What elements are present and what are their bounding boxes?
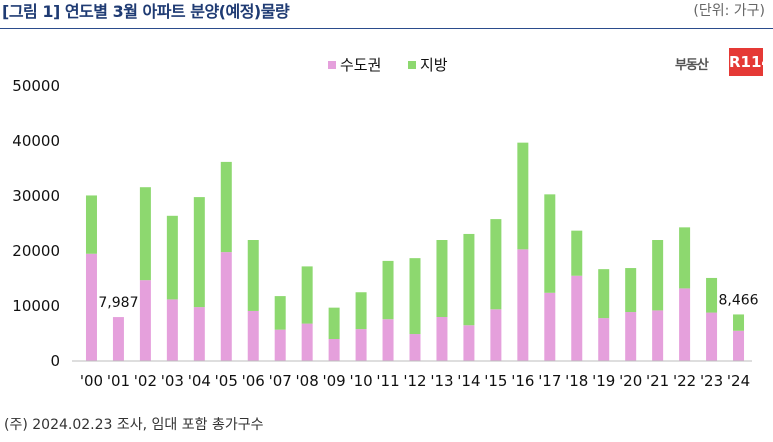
bar-regional bbox=[436, 240, 448, 317]
bar-regional bbox=[625, 268, 637, 313]
x-tick-label: '06 bbox=[242, 372, 265, 390]
chart-title: [그림 1] 연도별 3월 아파트 분양(예정)물량 bbox=[2, 2, 290, 21]
x-tick-label: '11 bbox=[376, 372, 399, 390]
bar-regional bbox=[463, 233, 475, 326]
bar-capital bbox=[328, 339, 340, 361]
data-label: 7,987 bbox=[98, 295, 138, 311]
bar-regional bbox=[409, 258, 421, 335]
bar-capital bbox=[85, 253, 97, 361]
x-tick-label: '02 bbox=[134, 372, 157, 390]
x-tick-label: '13 bbox=[430, 372, 453, 390]
bar-capital bbox=[517, 249, 529, 361]
x-tick-label: '21 bbox=[646, 372, 669, 390]
bar-capital bbox=[679, 288, 691, 361]
bar-regional bbox=[166, 215, 178, 300]
x-tick-label: '20 bbox=[619, 372, 642, 390]
bar-capital bbox=[571, 275, 583, 361]
footnote: (주) 2024.02.23 조사, 임대 포함 총가구수 bbox=[4, 417, 264, 433]
x-axis: '00'01'02'03'04'05'06'07'08'09'10'11'12 '… bbox=[72, 360, 752, 390]
bar-regional bbox=[679, 227, 691, 289]
bar-regional bbox=[517, 142, 529, 250]
bar-regional bbox=[382, 260, 394, 320]
bar-capital bbox=[247, 310, 259, 361]
x-tick-label: '08 bbox=[296, 372, 319, 390]
x-tick-label: '04 bbox=[188, 372, 211, 390]
bar-capital bbox=[706, 312, 718, 361]
x-tick-label: '16 bbox=[511, 372, 534, 390]
legend-swatch bbox=[328, 61, 336, 69]
x-tick-label: '07 bbox=[269, 372, 292, 390]
bar-capital bbox=[733, 330, 745, 361]
bar-capital bbox=[598, 318, 610, 361]
bar-capital bbox=[139, 280, 151, 361]
x-tick-label: '18 bbox=[565, 372, 588, 390]
bar-regional bbox=[598, 269, 610, 319]
bar-capital bbox=[652, 310, 664, 361]
brand-logo: 부동산 R114 bbox=[675, 48, 772, 78]
bar-regional bbox=[274, 296, 286, 330]
x-tick-label: '15 bbox=[484, 372, 507, 390]
bar-capital bbox=[544, 292, 556, 361]
bar-regional bbox=[706, 277, 718, 313]
bar-regional bbox=[220, 161, 232, 253]
bar-regional bbox=[139, 187, 151, 281]
bar-regional bbox=[652, 240, 664, 311]
bar-capital bbox=[490, 309, 502, 361]
unit-label: (단위: 가구) bbox=[693, 3, 765, 19]
y-tick-label: 20000 bbox=[12, 242, 60, 260]
y-tick-label: 50000 bbox=[12, 77, 60, 95]
bar-regional bbox=[571, 230, 583, 276]
bar-regional bbox=[247, 240, 259, 311]
y-tick-label: 0 bbox=[50, 352, 60, 370]
legend-swatch bbox=[408, 61, 416, 69]
bar-capital bbox=[301, 323, 313, 361]
legend-label: 수도권 bbox=[340, 56, 381, 74]
bar-capital bbox=[409, 334, 421, 361]
bar-regional bbox=[733, 314, 745, 331]
bar-capital bbox=[274, 329, 286, 361]
x-tick-label: '14 bbox=[457, 372, 480, 390]
x-tick-label: '03 bbox=[161, 372, 184, 390]
data-label: 8,466 bbox=[718, 292, 758, 308]
y-tick-label: 30000 bbox=[12, 187, 60, 205]
x-tick-label: '00 bbox=[80, 372, 103, 390]
bar-regional bbox=[85, 195, 97, 254]
x-tick-label: '09 bbox=[323, 372, 346, 390]
x-tick-label: '23 bbox=[700, 372, 723, 390]
bar-capital bbox=[625, 312, 637, 361]
title-divider bbox=[0, 28, 773, 29]
bar-capital bbox=[166, 299, 178, 361]
bar-regional bbox=[301, 266, 313, 324]
bar-regional bbox=[544, 194, 556, 293]
bar-regional bbox=[355, 292, 367, 330]
legend-label: 지방 bbox=[420, 56, 448, 74]
x-tick-label: '24 bbox=[727, 372, 750, 390]
bars bbox=[85, 142, 745, 361]
x-tick-label: '19 bbox=[592, 372, 615, 390]
data-labels: 7,987 8,466 bbox=[98, 292, 758, 311]
bar-regional bbox=[490, 219, 502, 310]
logo-text: 부동산 bbox=[675, 58, 709, 73]
bar-capital bbox=[463, 325, 475, 361]
bar-regional bbox=[193, 197, 205, 308]
bar-capital bbox=[193, 307, 205, 361]
chart-legend: 수도권 지방 bbox=[328, 56, 448, 74]
y-tick-label: 40000 bbox=[12, 132, 60, 150]
logo-box: R114 bbox=[729, 48, 772, 76]
x-tick-label: '12 bbox=[403, 372, 426, 390]
bar-capital bbox=[436, 317, 448, 361]
bar-regional bbox=[328, 307, 340, 339]
x-tick-label: '10 bbox=[349, 372, 372, 390]
bar-capital bbox=[382, 319, 394, 361]
x-tick-label: '05 bbox=[215, 372, 238, 390]
x-tick-label: '22 bbox=[673, 372, 696, 390]
bar-capital bbox=[112, 317, 124, 361]
x-tick-label: '17 bbox=[538, 372, 561, 390]
bar-capital bbox=[355, 329, 367, 361]
y-axis: 0 10000 20000 30000 40000 50000 bbox=[12, 77, 60, 370]
bar-capital bbox=[220, 252, 232, 361]
x-tick-label: '01 bbox=[107, 372, 130, 390]
y-tick-label: 10000 bbox=[12, 297, 60, 315]
